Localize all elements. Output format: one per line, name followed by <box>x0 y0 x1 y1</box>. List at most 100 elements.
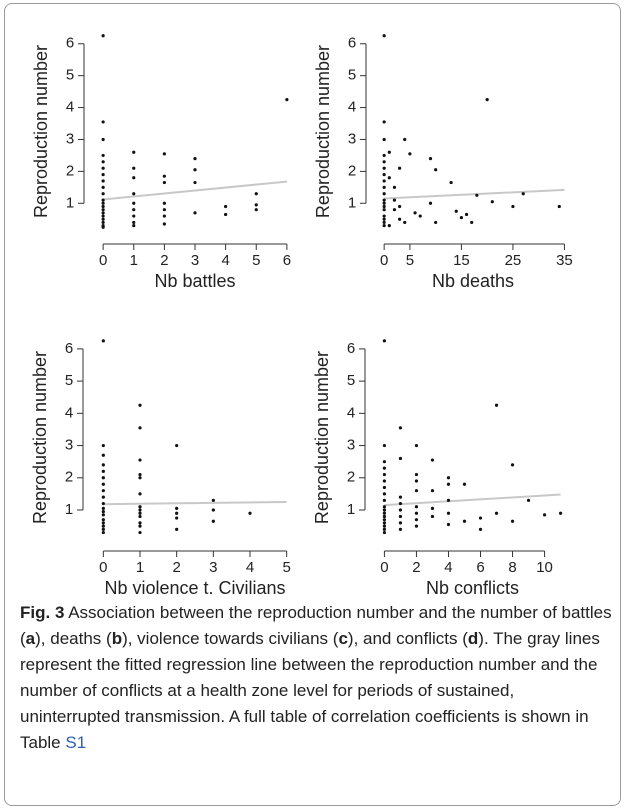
point <box>101 476 105 480</box>
point <box>459 216 464 220</box>
point <box>392 198 397 202</box>
caption-letter: a <box>25 629 36 648</box>
y-tick-label: 5 <box>347 372 355 389</box>
point <box>101 501 105 506</box>
x-axis-label: Nb battles <box>154 271 235 291</box>
point <box>382 220 386 225</box>
point <box>398 495 403 499</box>
point <box>382 185 386 189</box>
caption-link[interactable]: S1 <box>65 733 87 752</box>
point <box>414 479 419 483</box>
point <box>382 524 387 528</box>
point <box>382 460 387 464</box>
point <box>398 527 403 531</box>
point <box>211 519 215 523</box>
caption-text: ), violence towards civilians ( <box>122 629 339 648</box>
point <box>175 506 179 510</box>
point <box>101 506 105 510</box>
point <box>162 222 166 226</box>
point <box>494 511 499 515</box>
point <box>446 498 451 502</box>
point <box>398 514 403 519</box>
caption-text: Association between the reproduction num… <box>20 603 612 648</box>
point <box>101 185 105 189</box>
y-axis-label: Reproduction number <box>312 351 332 524</box>
point <box>430 489 435 493</box>
point <box>162 180 166 185</box>
point <box>101 198 105 202</box>
caption-letter: d <box>467 629 479 648</box>
point <box>138 505 142 509</box>
point <box>101 225 105 229</box>
x-tick-label: 2 <box>412 559 420 576</box>
y-tick-label: 5 <box>66 67 74 84</box>
point <box>449 180 453 185</box>
point <box>382 498 387 502</box>
y-tick-label: 6 <box>347 340 355 357</box>
point <box>138 511 142 515</box>
point <box>511 204 515 209</box>
x-tick-label: 4 <box>246 559 254 576</box>
point <box>557 204 561 209</box>
y-tick-label: 5 <box>348 67 356 84</box>
caption-text: ). The gray lines represent the fitted r… <box>20 629 600 752</box>
charts: 1 2 3 4 5 6 0 1 2 3 4 5 6 Nb battles Reproduction numb… <box>30 34 573 598</box>
point <box>138 476 142 480</box>
x-tick-label: 2 <box>160 252 168 269</box>
x-tick-label: 4 <box>444 559 452 576</box>
point <box>101 518 105 522</box>
point <box>211 508 215 512</box>
x-tick-label: 5 <box>282 559 290 576</box>
point <box>101 34 105 38</box>
point <box>224 204 228 209</box>
point <box>162 201 166 205</box>
point <box>382 34 386 38</box>
point <box>138 524 142 528</box>
point <box>382 466 387 470</box>
point <box>558 511 563 515</box>
point <box>430 506 435 510</box>
fit-line <box>103 500 287 506</box>
point <box>382 514 387 519</box>
y-tick-label: 4 <box>65 404 73 421</box>
point <box>138 514 142 519</box>
point <box>382 120 386 124</box>
point <box>138 521 142 525</box>
point <box>101 495 105 499</box>
point <box>224 212 228 217</box>
point <box>101 120 105 124</box>
x-tick-label: 6 <box>283 252 291 269</box>
point <box>101 469 105 473</box>
y-tick-label: 6 <box>66 35 74 52</box>
caption-text: ), deaths ( <box>35 629 112 648</box>
x-tick-label: 35 <box>556 252 573 269</box>
point <box>428 201 433 205</box>
point <box>382 472 387 477</box>
point <box>138 472 142 477</box>
point <box>510 463 515 467</box>
point <box>470 220 474 225</box>
point <box>403 137 407 142</box>
point <box>382 153 386 158</box>
point <box>138 492 142 496</box>
point <box>101 179 105 183</box>
y-tick-label: 4 <box>347 404 355 421</box>
point <box>175 443 179 448</box>
y-tick-label: 3 <box>347 437 355 454</box>
x-tick-label: 6 <box>476 559 484 576</box>
point <box>101 463 105 467</box>
point <box>382 217 386 221</box>
point <box>132 201 136 205</box>
point <box>211 498 215 502</box>
point <box>446 482 451 486</box>
x-tick-label: 5 <box>252 252 260 269</box>
y-tick-label: 3 <box>66 130 74 147</box>
point <box>285 97 289 102</box>
y-tick-label: 2 <box>348 162 356 179</box>
point <box>478 527 483 531</box>
caption-letter: b <box>111 629 123 648</box>
point <box>132 166 136 170</box>
x-axis-label: Nb conflicts <box>426 578 519 598</box>
point <box>101 172 105 177</box>
